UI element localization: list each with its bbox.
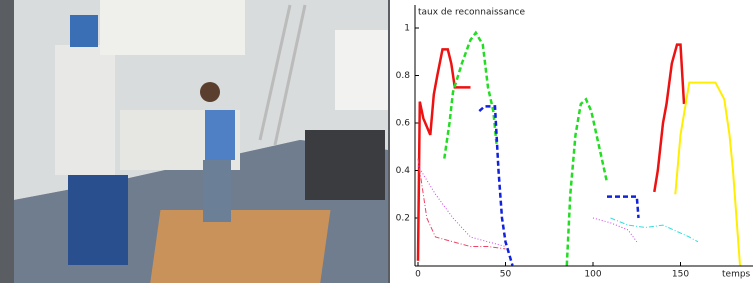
series-line <box>418 159 506 249</box>
chart-title: taux de reconnaissance <box>418 8 526 18</box>
series-line <box>479 106 638 265</box>
x-tick-label: 100 <box>584 270 601 280</box>
y-tick-label: 0.4 <box>396 166 411 176</box>
page: {"chart_data": {"type": "line", "title":… <box>0 0 753 283</box>
y-tick-label: 0.6 <box>396 119 411 129</box>
figure: taux de reconnaissance temps 0.2 0.4 0.6 0.… <box>0 0 753 283</box>
x-tick-label: 150 <box>672 270 689 280</box>
y-tick-label: 1 <box>404 24 410 34</box>
series-line <box>418 166 637 247</box>
x-tick-label: 50 <box>500 270 512 280</box>
series-line <box>611 218 699 242</box>
series-line <box>444 33 607 266</box>
x-tick-label: 0 <box>415 270 421 280</box>
y-tick-label: 0.8 <box>396 71 411 81</box>
x-axis-label: temps <box>722 270 751 280</box>
room-photo <box>0 0 390 283</box>
y-tick-label: 0.2 <box>396 214 410 224</box>
series-line <box>675 83 740 266</box>
